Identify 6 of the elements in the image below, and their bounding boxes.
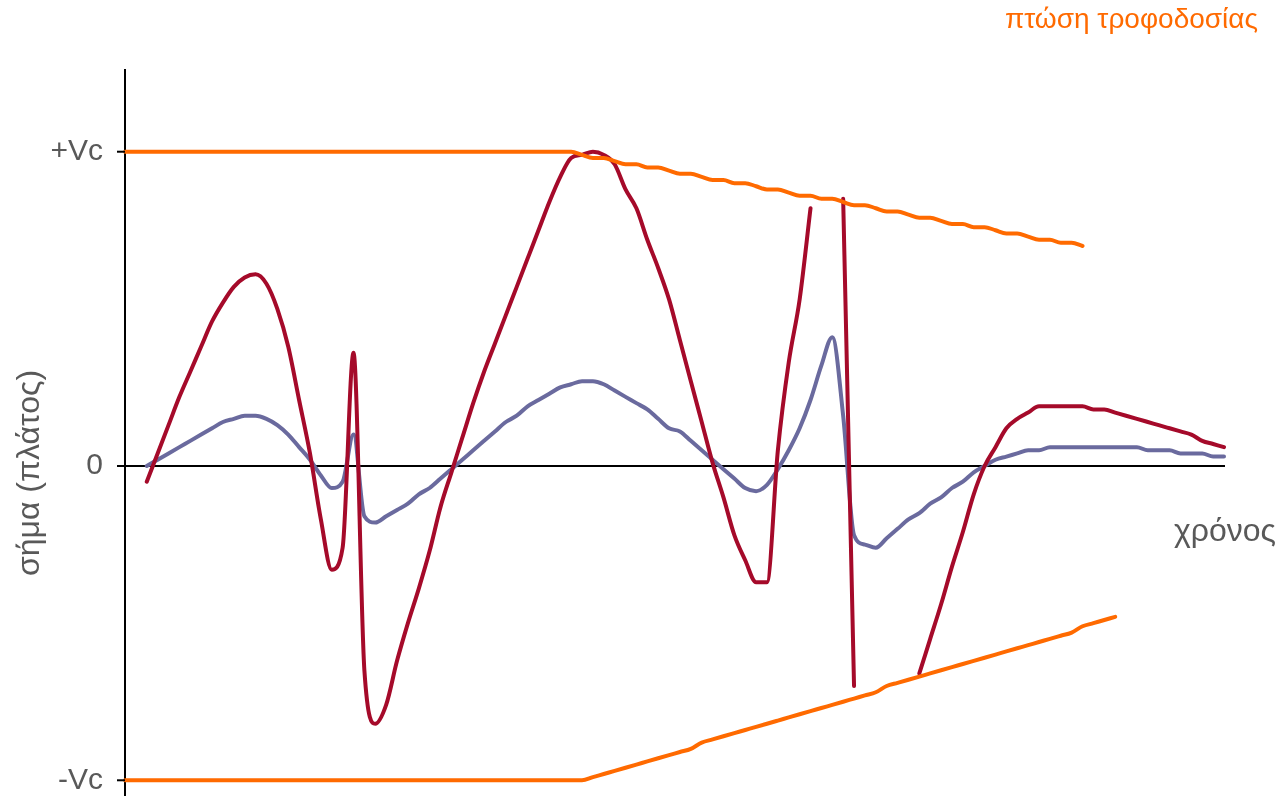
ref-line-label: -Vc xyxy=(58,761,103,795)
ref-line-label: +Vc xyxy=(50,132,103,166)
y-axis-title: σήμα (πλάτος) xyxy=(9,369,46,577)
x-axis-title: χρόνος xyxy=(1173,511,1276,548)
chart-title: πτώση τροφοδοσίας xyxy=(1004,2,1258,34)
ref-line-label: 0 xyxy=(86,447,103,481)
